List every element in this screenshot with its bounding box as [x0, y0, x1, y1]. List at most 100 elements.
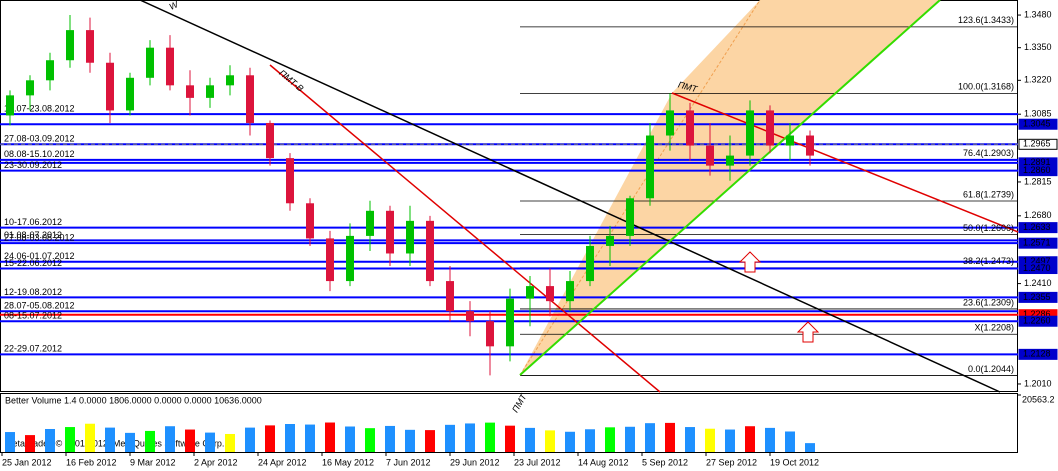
y-tick-label: 1.2010 [1024, 378, 1052, 388]
candle-body [766, 110, 774, 146]
volume-bar [565, 431, 575, 452]
price-label-box [1018, 118, 1058, 130]
x-tick-label: 7 Jun 2012 [386, 457, 431, 467]
candle-body [726, 155, 734, 166]
x-tick-label: 2 Apr 2012 [194, 457, 238, 467]
candle-body [166, 47, 174, 86]
x-tick-label: 24 Apr 2012 [258, 457, 307, 467]
level-label: 24.06-01.07.2012 [4, 251, 75, 261]
price-label-box [1018, 263, 1058, 275]
volume-bar [805, 443, 815, 452]
fib-label: X(1.2208) [974, 323, 1014, 333]
volume-tick-label: 20563.2 [1022, 394, 1055, 404]
candle-body [526, 286, 534, 299]
volume-bar [425, 430, 435, 452]
level-label: 01.08-07.2012 [4, 230, 62, 240]
volume-bar [45, 428, 55, 452]
price-label: 1.2633 [1023, 222, 1051, 232]
y-tick-label: 1.3350 [1024, 42, 1052, 52]
volume-bar [305, 424, 315, 452]
price-label: 1.2965 [1023, 139, 1051, 149]
candle-body [586, 245, 594, 282]
trend-line [519, 0, 941, 376]
candle-body [546, 286, 554, 302]
candle-body [106, 62, 114, 111]
volume-bar [25, 435, 35, 452]
candle-body [386, 210, 394, 254]
level-label: 28.07-05.08.2012 [4, 301, 75, 311]
volume-bar [645, 423, 655, 452]
candle-body [746, 110, 754, 156]
volume-bar [365, 428, 375, 452]
volume-bar [85, 423, 95, 452]
volume-bar [605, 427, 615, 452]
volume-bar [725, 429, 735, 452]
level-label: 10-17.06.2012 [4, 217, 62, 227]
volume-bar [185, 429, 195, 452]
candle-body [66, 30, 74, 61]
candle-body [226, 75, 234, 86]
candle-body [266, 122, 274, 159]
price-label-box [1018, 348, 1058, 360]
volume-bar [505, 425, 515, 452]
candle-body [6, 95, 14, 116]
volume-bar [125, 432, 135, 452]
fib-label: 76.4(1.2903) [963, 148, 1014, 158]
x-tick-label: 23 Jul 2012 [514, 457, 561, 467]
volume-bar [585, 429, 595, 452]
candle-body [306, 203, 314, 239]
arrow [738, 251, 762, 273]
volume-bar [145, 430, 155, 452]
volume-bar [225, 433, 235, 452]
price-label-box [1018, 237, 1058, 249]
volume-bar [165, 426, 175, 452]
x-tick-label: 25 Jan 2012 [2, 457, 52, 467]
price-label: 1.2470 [1023, 263, 1051, 273]
volume-bar [705, 428, 715, 452]
price-label: 1.2286 [1023, 309, 1051, 319]
y-tick-label: 1.2815 [1024, 176, 1052, 186]
candle-body [406, 220, 414, 254]
trend-line [269, 64, 661, 393]
volume-bar [65, 427, 75, 452]
volume-title: Better Volume 1.4 0.0000 1806.0000 0.000… [5, 395, 262, 405]
x-tick-label: 9 Mar 2012 [130, 457, 176, 467]
y-tick-label: 1.2410 [1024, 278, 1052, 288]
x-tick-label: 16 May 2012 [322, 457, 374, 467]
candle-body [686, 110, 694, 146]
x-tick-label: 19 Oct 2012 [770, 457, 819, 467]
level-label: 16.07-23.08.2012 [4, 104, 75, 114]
price-label: 1.2128 [1023, 349, 1051, 359]
candle-body [786, 135, 794, 146]
candle-body [466, 311, 474, 322]
y-tick-label: 1.3085 [1024, 109, 1052, 119]
volume-bar [765, 427, 775, 452]
price-label: 1.2260 [1023, 316, 1051, 326]
fib-label: 23.6(1.2309) [963, 297, 1014, 307]
x-tick-label: 5 Sep 2012 [642, 457, 688, 467]
candle-body [366, 210, 374, 236]
candle-body [626, 198, 634, 236]
fib-label: 38.2(1.2473) [963, 256, 1014, 266]
candle-body [86, 30, 94, 63]
volume-bar [245, 427, 255, 452]
fib-label: 0.0(1.2044) [968, 364, 1014, 374]
volume-bar [445, 424, 455, 452]
price-label: 1.2571 [1023, 238, 1051, 248]
y-tick-label: 1.3220 [1024, 75, 1052, 85]
trend-line [671, 92, 1019, 233]
candle-body [346, 235, 354, 282]
candle-body [486, 321, 494, 347]
volume-bar [385, 425, 395, 452]
candle-body [326, 238, 334, 282]
candle-body [646, 135, 654, 199]
candle-body [146, 47, 154, 78]
candle-body [806, 135, 814, 156]
candle-body [606, 235, 614, 246]
x-tick-label: 29 Jun 2012 [450, 457, 500, 467]
price-label-box [1018, 138, 1058, 150]
volume-bar [345, 426, 355, 452]
candle-body [186, 85, 194, 98]
